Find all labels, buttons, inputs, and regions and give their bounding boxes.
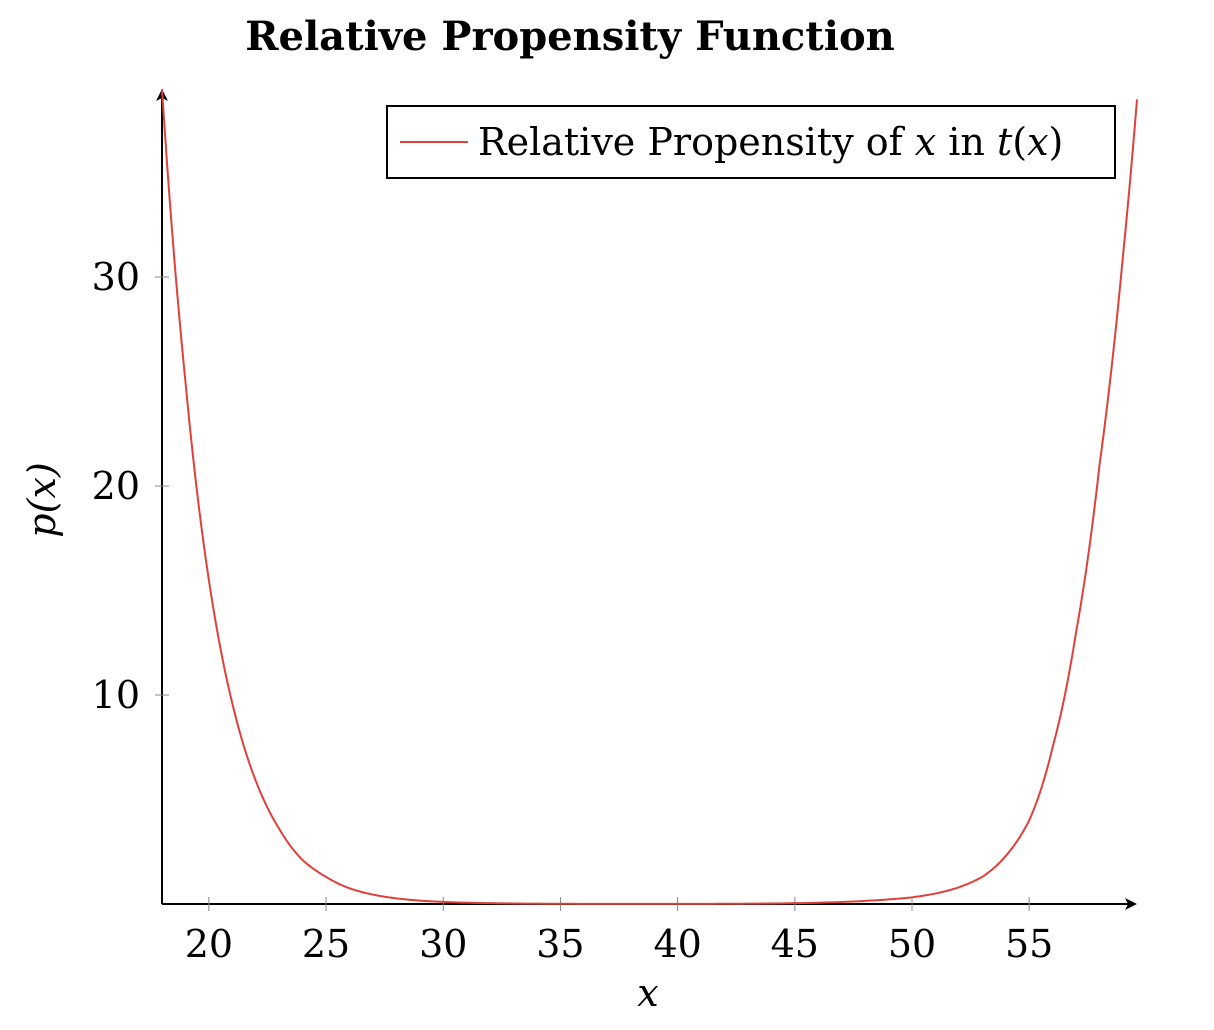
x-tick-label: 35 — [536, 922, 584, 966]
x-tick-label: 20 — [185, 922, 233, 966]
x-tick-label: 50 — [888, 922, 936, 966]
y-axis-label: p(x) — [20, 462, 64, 537]
legend-box — [386, 105, 1116, 179]
y-tick-label: 30 — [92, 255, 140, 299]
x-axis-arrow — [1125, 898, 1137, 910]
series-line — [161, 88, 1138, 905]
legend-open-paren: ( — [1012, 120, 1027, 164]
legend-func: t — [997, 120, 1013, 164]
x-tick-label: 30 — [419, 922, 467, 966]
legend: Relative Propensity of x in t(x) — [386, 105, 1116, 179]
y-axis — [156, 89, 168, 904]
legend-arg: x — [1027, 120, 1048, 164]
y-tick-label: 20 — [92, 464, 140, 508]
y-ticks: 10 20 30 — [92, 255, 169, 717]
y-tick-label: 10 — [92, 673, 140, 717]
x-ticks: 20 25 30 35 40 45 50 55 — [185, 897, 1053, 966]
legend-mid: in — [936, 120, 997, 164]
chart-title: Relative Propensity Function — [245, 13, 894, 60]
x-tick-label: 45 — [771, 922, 819, 966]
x-tick-label: 40 — [653, 922, 701, 966]
legend-label: Relative Propensity of x in t(x) — [478, 120, 1063, 164]
legend-prefix: Relative Propensity of — [478, 120, 915, 164]
legend-var: x — [915, 120, 936, 164]
x-tick-label: 55 — [1005, 922, 1053, 966]
x-tick-label: 25 — [302, 922, 350, 966]
x-axis-label: x — [637, 971, 658, 1015]
legend-close-paren: ) — [1049, 120, 1064, 164]
